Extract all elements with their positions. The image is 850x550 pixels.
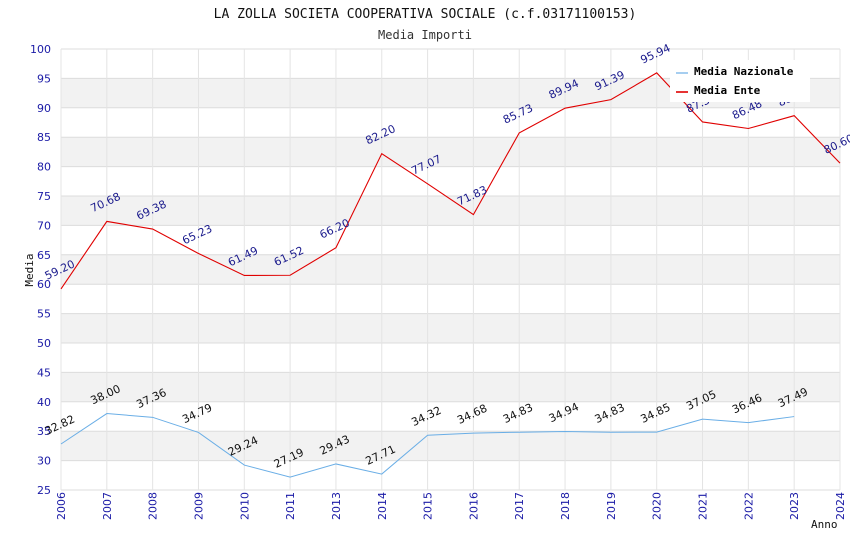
y-axis-title: Media (23, 253, 36, 286)
x-tick-label: 2006 (55, 492, 68, 520)
y-tick-label: 70 (37, 219, 51, 232)
chart-title: LA ZOLLA SOCIETA COOPERATIVA SOCIALE (c.… (214, 7, 637, 22)
y-tick-label: 80 (37, 161, 51, 174)
plot-band (61, 137, 840, 167)
y-tick-label: 75 (37, 190, 51, 203)
plot-band (61, 372, 840, 402)
x-tick-label: 2022 (742, 492, 755, 520)
series-lines (60, 72, 841, 478)
x-tick-label: 2017 (513, 492, 526, 520)
data-label: 34.85 (638, 401, 672, 426)
data-label: 34.79 (180, 401, 214, 426)
x-tick-label: 2011 (284, 492, 297, 520)
legend-label-media-ente: Media Ente (694, 84, 761, 97)
data-label: 34.83 (501, 401, 535, 426)
y-tick-label: 90 (37, 102, 51, 115)
x-tick-label: 2016 (467, 492, 480, 520)
plot-band (61, 313, 840, 343)
data-label: 95.94 (638, 41, 672, 66)
series-line-media-ente (60, 72, 841, 290)
x-tick-label: 2023 (788, 492, 801, 520)
y-axis-ticks: 25 30 35 40 45 50 55 60 65 70 75 80 85 90 95 100 (30, 43, 51, 497)
y-tick-label: 65 (37, 249, 51, 262)
y-tick-label: 30 (37, 455, 51, 468)
legend-label-media-nazionale: Media Nazionale (694, 65, 794, 78)
x-tick-label: 2007 (101, 492, 114, 520)
plot-band (61, 196, 840, 226)
legend: Media Nazionale Media Ente (670, 60, 810, 102)
x-tick-label: 2015 (422, 492, 435, 520)
chart-subtitle: Media Importi (378, 28, 472, 42)
y-tick-label: 55 (37, 308, 51, 321)
x-tick-label: 2008 (147, 492, 160, 520)
y-tick-label: 50 (37, 337, 51, 350)
plot-bands (61, 78, 840, 461)
y-tick-label: 40 (37, 396, 51, 409)
x-tick-label: 2009 (192, 492, 205, 520)
y-tick-label: 25 (37, 484, 51, 497)
x-axis-ticks: 2006 2007 2008 2009 2010 2011 2013 2014 2015 2016… (55, 492, 847, 520)
legend-box (670, 60, 810, 102)
y-tick-label: 95 (37, 72, 51, 85)
gridlines (60, 48, 841, 491)
y-tick-label: 45 (37, 366, 51, 379)
x-tick-label: 2010 (238, 492, 251, 520)
x-tick-label: 2020 (651, 492, 664, 520)
y-tick-label: 85 (37, 131, 51, 144)
x-tick-label: 2018 (559, 492, 572, 520)
x-tick-label: 2019 (605, 492, 618, 520)
y-tick-label: 100 (30, 43, 51, 56)
x-tick-label: 2021 (697, 492, 710, 520)
x-axis-title: Anno (811, 518, 838, 531)
x-tick-label: 2024 (834, 492, 847, 520)
data-label: 34.94 (547, 400, 581, 425)
data-label: 34.83 (593, 401, 627, 426)
plot-band (61, 431, 840, 461)
series-line-media-nazionale (60, 413, 795, 478)
x-tick-label: 2013 (330, 492, 343, 520)
data-label: 34.68 (455, 402, 489, 427)
plot-band (61, 254, 840, 285)
y-tick-label: 35 (37, 425, 51, 438)
y-tick-label: 60 (37, 278, 51, 291)
data-label: 34.32 (409, 404, 443, 429)
x-tick-label: 2014 (376, 492, 389, 520)
